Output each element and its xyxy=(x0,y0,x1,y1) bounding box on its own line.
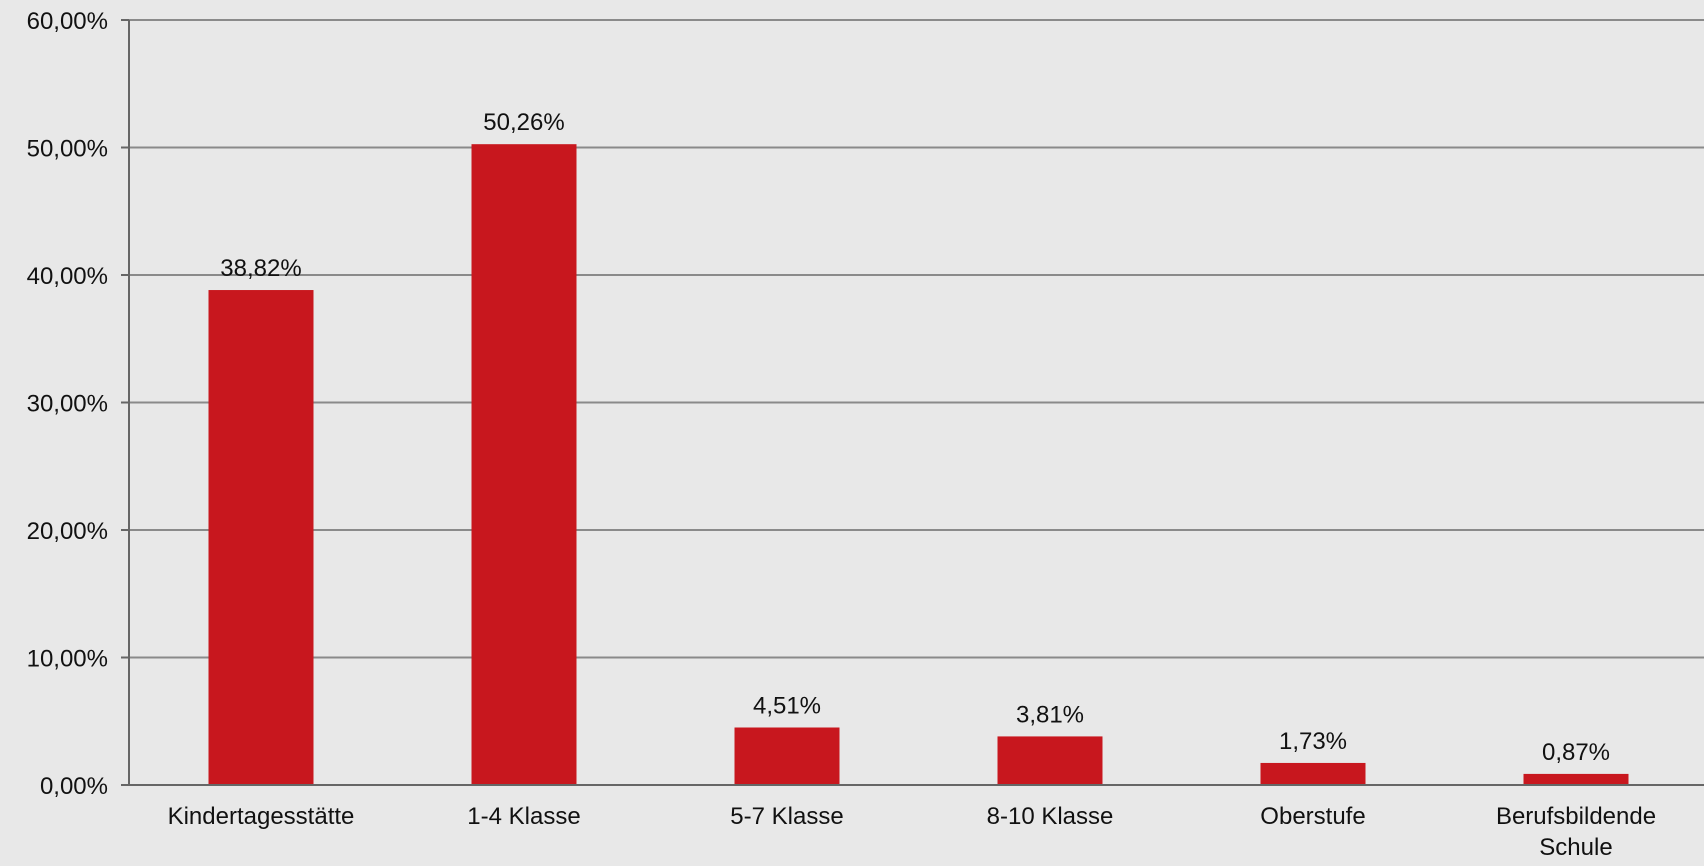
data-label: 50,26% xyxy=(483,109,564,136)
gridlines xyxy=(129,19,1704,659)
x-tick-label: Berufsbildende Schule xyxy=(1496,803,1656,861)
x-tick-label-line: Oberstufe xyxy=(1260,803,1365,830)
bar xyxy=(734,727,840,785)
x-tick-label: 5-7 Klasse xyxy=(730,803,843,830)
y-tick-label: 40,00% xyxy=(27,263,108,290)
x-tick-label-line: Schule xyxy=(1539,834,1612,861)
y-tick-label: 0,00% xyxy=(40,773,108,800)
x-axis-tick-labels: Kindertagesstätte 1-4 Klasse 5-7 Klasse 8-1… xyxy=(168,803,1656,861)
bar xyxy=(997,736,1103,785)
bar xyxy=(471,144,577,785)
data-labels: 38,82% 50,26% 4,51% 3,81% 1,73% 0,87% xyxy=(220,109,1610,766)
x-tick-label-line: 5-7 Klasse xyxy=(730,803,843,830)
y-axis-tick-labels: 0,00% 10,00% 20,00% 30,00% 40,00% 50,00% 60,00… xyxy=(27,8,108,800)
y-tick-label: 20,00% xyxy=(27,518,108,545)
bar xyxy=(1260,762,1366,785)
data-label: 0,87% xyxy=(1542,739,1610,766)
axes xyxy=(121,19,1704,786)
bars xyxy=(208,144,1629,785)
y-tick-label: 60,00% xyxy=(27,8,108,35)
x-tick-label-line: Kindertagesstätte xyxy=(168,803,355,830)
data-label: 3,81% xyxy=(1016,701,1084,728)
x-tick-label: 8-10 Klasse xyxy=(987,803,1114,830)
y-tick-label: 50,00% xyxy=(27,136,108,163)
x-tick-label-line: 8-10 Klasse xyxy=(987,803,1114,830)
y-tick-label: 10,00% xyxy=(27,646,108,673)
x-tick-label-line: Berufsbildende xyxy=(1496,803,1656,830)
x-tick-label: Oberstufe xyxy=(1260,803,1365,830)
bar xyxy=(208,290,314,785)
data-label: 4,51% xyxy=(753,692,821,719)
y-tick-label: 30,00% xyxy=(27,391,108,418)
bar xyxy=(1523,773,1629,785)
data-label: 38,82% xyxy=(220,255,301,282)
x-tick-label: Kindertagesstätte xyxy=(168,803,355,830)
x-tick-label-line: 1-4 Klasse xyxy=(467,803,580,830)
data-label: 1,73% xyxy=(1279,728,1347,755)
x-tick-label: 1-4 Klasse xyxy=(467,803,580,830)
